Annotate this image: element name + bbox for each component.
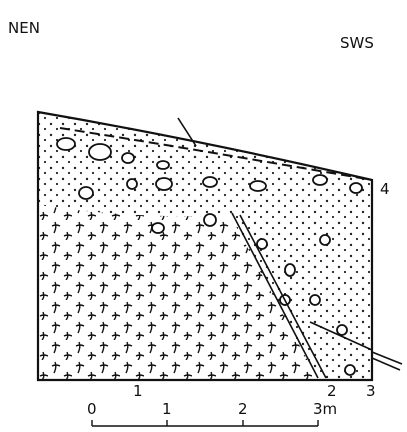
scale-bar: [92, 420, 318, 426]
point-label: 3: [366, 382, 376, 400]
scale-label: 2: [238, 400, 248, 418]
point-label: 2: [327, 382, 337, 400]
direction-label: NEN: [8, 19, 40, 37]
page: NEN SWS 4 1 2 3 0 1 2 3m (() => { const …: [0, 0, 407, 432]
point-label: 1: [133, 382, 143, 400]
scale-label: 3m: [313, 400, 337, 418]
scale-label: 1: [162, 400, 172, 418]
direction-label: SWS: [340, 34, 374, 52]
geological-section: NEN SWS 4 1 2 3 0 1 2 3m: [0, 0, 407, 432]
scale-label: 0: [87, 400, 97, 418]
layer-label: 4: [380, 180, 390, 198]
